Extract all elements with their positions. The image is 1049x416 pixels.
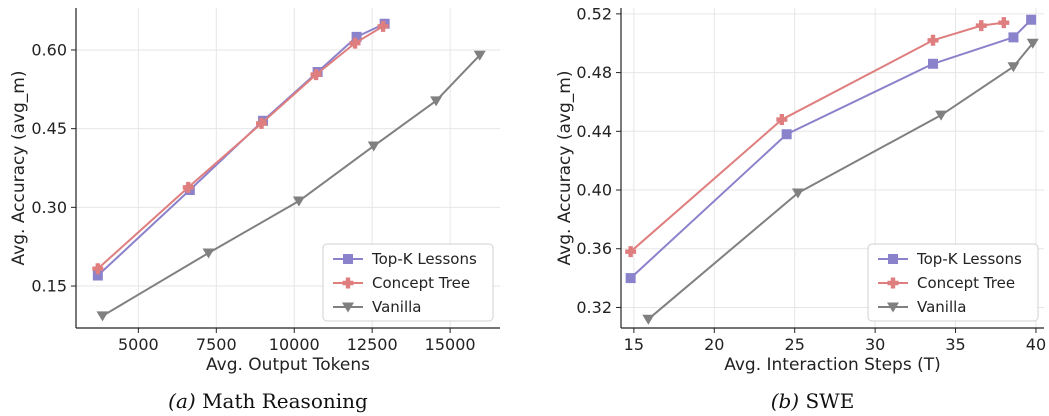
data-point	[1026, 14, 1037, 25]
chart-caption: (b) SWE	[771, 389, 855, 413]
legend-label: Top-K Lessons	[916, 250, 1022, 268]
y-tick-label: 0.52	[576, 4, 612, 23]
data-point	[928, 58, 939, 69]
legend-label: Vanilla	[917, 298, 967, 316]
x-tick-label: 15	[624, 335, 644, 354]
series-line	[101, 54, 481, 317]
legend-marker	[887, 277, 899, 289]
legend-marker	[888, 254, 898, 264]
y-axis-label: Avg. Accuracy (avg_m)	[9, 71, 29, 266]
y-tick-label: 0.60	[31, 40, 67, 59]
y-tick-label: 0.15	[31, 277, 67, 296]
x-tick-label: 35	[945, 335, 965, 354]
x-tick-label: 12500	[347, 335, 398, 354]
y-tick-label: 0.32	[576, 298, 612, 317]
data-point	[349, 37, 361, 49]
caption-title: SWE	[805, 389, 854, 413]
data-point	[92, 263, 104, 275]
x-tick-label: 20	[704, 335, 724, 354]
data-point	[367, 141, 380, 152]
x-tick-label: 25	[785, 335, 805, 354]
caption-label: (a)	[168, 389, 202, 413]
x-axis-label: Avg. Interaction Steps (T)	[724, 355, 941, 375]
data-point	[430, 96, 443, 107]
y-tick-label: 0.30	[31, 198, 67, 217]
data-point	[1026, 38, 1039, 49]
data-point	[781, 129, 792, 140]
series-line	[97, 22, 386, 277]
data-point	[927, 34, 939, 46]
data-point	[255, 117, 267, 129]
data-point	[625, 246, 637, 258]
legend-label: Concept Tree	[372, 274, 470, 292]
data-point	[998, 17, 1010, 29]
legend-label: Top-K Lessons	[371, 250, 477, 268]
data-point	[351, 31, 362, 42]
data-point	[377, 20, 389, 32]
legend-marker	[887, 302, 899, 313]
x-tick-label: 10000	[269, 335, 320, 354]
series-line	[97, 25, 384, 270]
data-point	[473, 50, 486, 61]
data-point	[1008, 32, 1019, 43]
y-tick-label: 0.36	[576, 239, 612, 258]
data-point	[1007, 62, 1020, 73]
data-point	[791, 188, 804, 199]
legend-marker	[342, 277, 354, 289]
legend-label: Vanilla	[372, 298, 422, 316]
series-line	[629, 21, 1004, 253]
caption-title: Math Reasoning	[202, 389, 368, 413]
data-point	[625, 273, 636, 284]
y-tick-label: 0.40	[576, 181, 612, 200]
legend-marker	[342, 302, 354, 313]
data-point	[776, 114, 788, 126]
series-line	[629, 19, 1032, 279]
x-tick-label: 40	[1026, 335, 1046, 354]
y-tick-label: 0.45	[31, 119, 67, 138]
x-axis-label: Avg. Output Tokens	[206, 355, 370, 375]
y-tick-label: 0.44	[576, 122, 612, 141]
data-point	[935, 110, 948, 121]
data-point	[975, 20, 987, 32]
data-point	[182, 181, 194, 193]
data-point	[92, 270, 103, 281]
x-tick-label: 5000	[118, 335, 159, 354]
x-tick-label: 15000	[425, 335, 476, 354]
y-tick-label: 0.48	[576, 63, 612, 82]
data-point	[96, 311, 109, 322]
caption-label: (b)	[771, 389, 806, 413]
data-point	[202, 248, 215, 259]
chart-caption: (a) Math Reasoning	[168, 389, 368, 413]
legend-box	[867, 243, 1039, 322]
data-point	[642, 314, 655, 325]
chart-2: 15 20 25 30 35 40 0.32 0.36 0.40 0.44 0.48 0.52 Avg.…	[555, 4, 1046, 413]
data-point	[310, 69, 322, 81]
x-tick-label: 30	[865, 335, 885, 354]
chart-1: 5000 7500 10000 12500 150000.150.300.450.60A…	[9, 8, 500, 413]
y-axis-label: Avg. Accuracy (avg_m)	[555, 71, 575, 266]
legend-box	[322, 243, 494, 322]
legend-marker	[343, 254, 353, 264]
legend-label: Concept Tree	[917, 274, 1015, 292]
data-point	[292, 196, 305, 207]
x-tick-label: 7500	[196, 335, 237, 354]
